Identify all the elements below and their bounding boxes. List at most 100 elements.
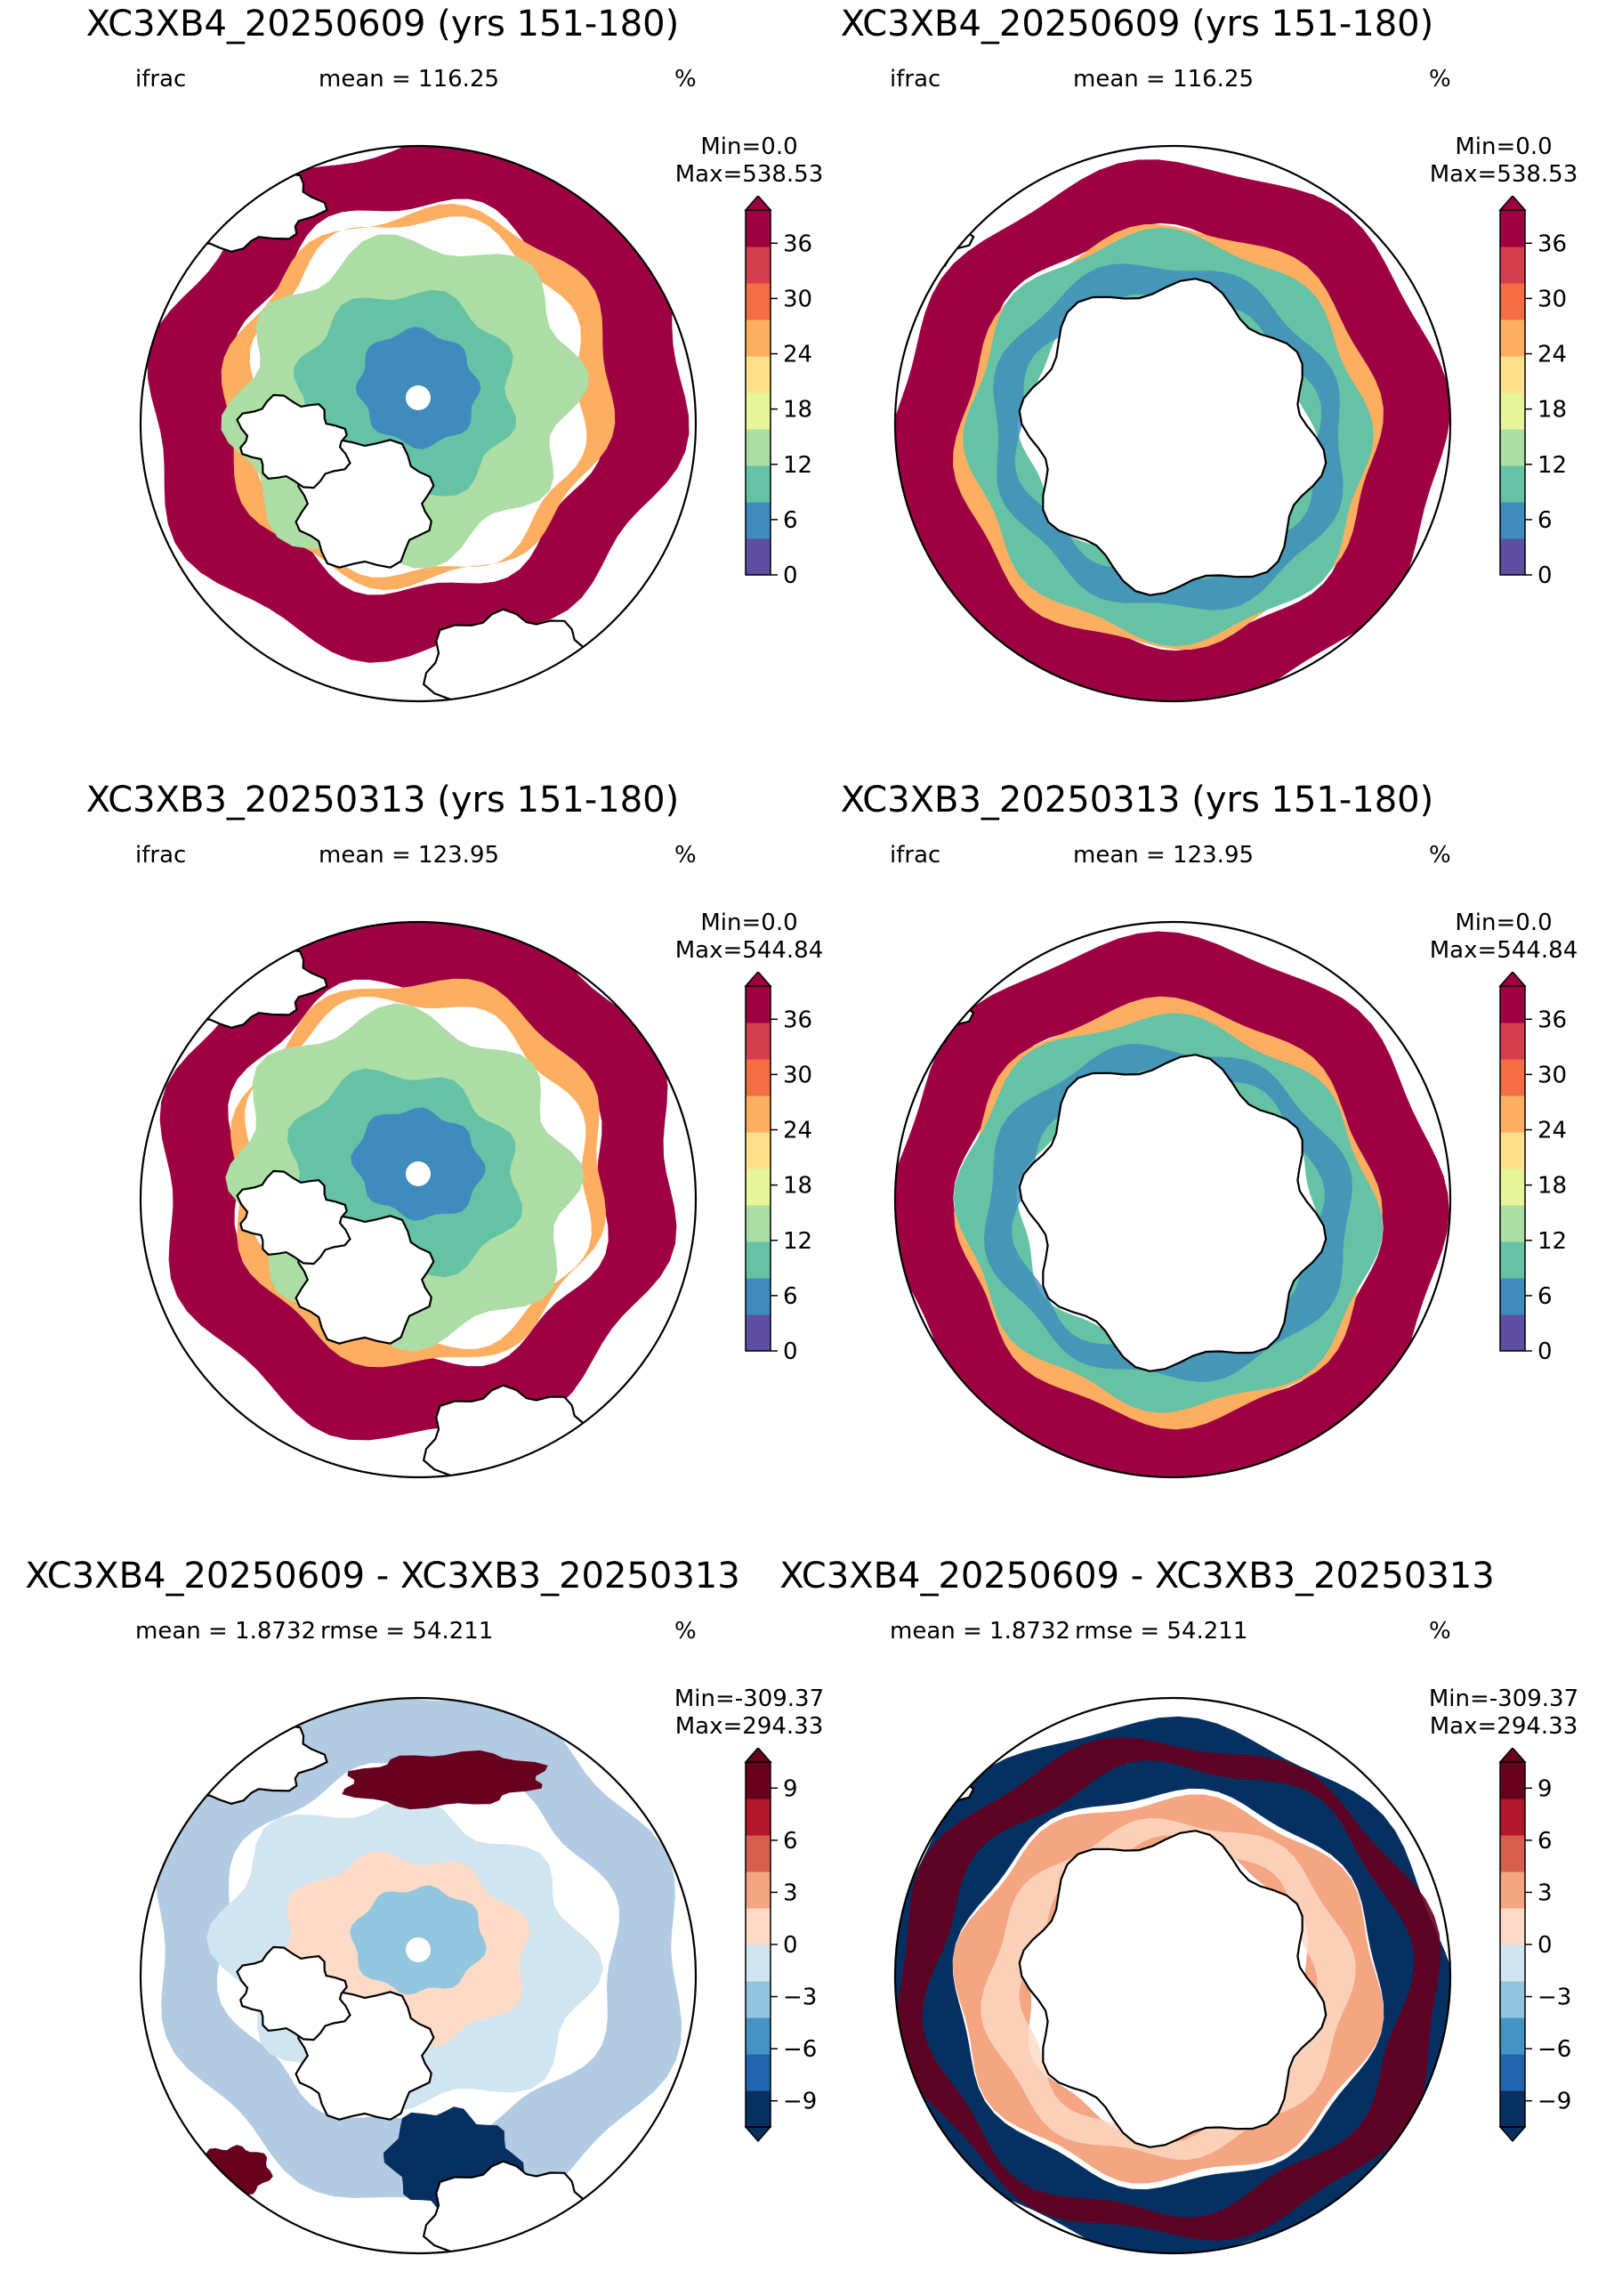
colorbar-tick-label: 0 bbox=[1537, 1932, 1553, 1959]
colorbar-frame bbox=[745, 209, 771, 576]
colorbar-swatch bbox=[1500, 1762, 1525, 1799]
colorbar-swatch bbox=[746, 283, 771, 320]
colorbar: 0 6 12 18 24 30 36 bbox=[744, 972, 812, 1365]
colorbar-tick-label: 3 bbox=[783, 1880, 798, 1906]
colorbar-tick-label: −9 bbox=[1537, 2089, 1571, 2115]
colorbar-swatch bbox=[1500, 1981, 1525, 2018]
colorbar-tick-label: 12 bbox=[1537, 1228, 1567, 1255]
colorbar-tick-label: −9 bbox=[783, 2089, 817, 2115]
colorbar-swatch bbox=[1500, 1799, 1525, 1836]
colorbar-tick-label: −3 bbox=[1537, 1985, 1571, 2011]
min-label: Min=-309.37 bbox=[1428, 1686, 1579, 1712]
colorbar: 0 6 12 18 24 30 36 bbox=[744, 196, 812, 589]
colorbar-swatch bbox=[1500, 1023, 1525, 1060]
colorbar-swatch bbox=[746, 1835, 771, 1872]
colorbar-swatch bbox=[1500, 1132, 1525, 1169]
europe-outline bbox=[422, 1384, 610, 1477]
max-label: Max=544.84 bbox=[674, 937, 824, 964]
colorbar-swatch bbox=[746, 1278, 771, 1315]
colorbar-swatch bbox=[1500, 1278, 1525, 1315]
colorbar-swatch bbox=[1500, 465, 1525, 503]
mean-label: mean = 123.95 bbox=[1073, 842, 1255, 869]
colorbar-extend-max bbox=[1498, 972, 1527, 987]
colorbar-swatch bbox=[746, 1095, 771, 1133]
map-field bbox=[141, 146, 690, 701]
colorbar: 0 6 12 18 24 30 36 bbox=[1498, 972, 1567, 1365]
archipelago-outline bbox=[236, 1945, 351, 2041]
colorbar-tick-label: 0 bbox=[783, 1932, 798, 1959]
min-max-label: Min=0.0 Max=538.53 bbox=[660, 133, 838, 189]
variable-label: ifrac bbox=[890, 66, 941, 93]
map-field bbox=[895, 1716, 1450, 2253]
map-boundary bbox=[893, 144, 1452, 703]
panel-title: XC3XB3_20250313 (yrs 151-180) bbox=[840, 780, 1434, 821]
positive-anomaly bbox=[190, 2145, 273, 2198]
max-label: Max=538.53 bbox=[1429, 161, 1578, 188]
min-label: Min=0.0 bbox=[700, 910, 798, 936]
colorbar-extend-max bbox=[1498, 196, 1527, 211]
panel-title: XC3XB4_20250609 - XC3XB3_20250313 bbox=[779, 1556, 1495, 1597]
map-panel: XC3XB3_20250313 (yrs 151-180) ifrac mean =… bbox=[0, 776, 823, 1506]
polar-map bbox=[139, 920, 698, 1479]
colorbar-tick-label: 18 bbox=[1537, 397, 1567, 424]
colorbar-swatch bbox=[746, 210, 771, 247]
colorbar-tick-label: 3 bbox=[1537, 1880, 1553, 1906]
colorbar: 0 6 12 18 24 30 36 bbox=[1498, 196, 1567, 589]
colorbar-swatch bbox=[1500, 986, 1525, 1023]
colorbar-swatch bbox=[746, 1132, 771, 1169]
mean-label: mean = 116.25 bbox=[1073, 66, 1255, 93]
colorbar-swatch bbox=[1500, 1095, 1525, 1133]
max-label: Max=294.33 bbox=[1429, 1713, 1578, 1740]
colorbar-frame bbox=[745, 985, 771, 1352]
rmse-label: rmse = 54.211 bbox=[320, 1618, 494, 1645]
colorbar-swatch bbox=[746, 1314, 771, 1352]
colorbar-swatch bbox=[746, 1799, 771, 1836]
colorbar-tick-label: 6 bbox=[1537, 1828, 1553, 1855]
south-america-outline bbox=[895, 188, 975, 268]
colorbar-swatch bbox=[1500, 2017, 1525, 2055]
polar-map bbox=[893, 144, 1452, 703]
colorbar-extend-max bbox=[1498, 1748, 1527, 1763]
mean-label: mean = 123.95 bbox=[319, 842, 500, 869]
colorbar-swatch bbox=[746, 1205, 771, 1242]
variable-label: ifrac bbox=[890, 842, 941, 869]
colorbar-swatch bbox=[746, 1241, 771, 1279]
colorbar-swatch bbox=[1500, 2090, 1525, 2128]
colorbar-tick-label: 12 bbox=[1537, 452, 1567, 479]
colorbar-tick-label: 9 bbox=[783, 1775, 798, 1802]
map-field bbox=[141, 922, 677, 1477]
colorbar-swatch bbox=[746, 1168, 771, 1206]
colorbar-tick-label: 30 bbox=[1537, 286, 1567, 312]
colorbar-swatch bbox=[746, 1872, 771, 1909]
map-panel: XC3XB4_20250609 (yrs 151-180) ifrac mean =… bbox=[755, 0, 1578, 730]
polar-map bbox=[893, 920, 1452, 1479]
colorbar-swatch bbox=[1500, 1835, 1525, 1872]
colorbar-swatch bbox=[1500, 210, 1525, 247]
variable-label: ifrac bbox=[135, 66, 187, 93]
pole-hole-marker bbox=[406, 1937, 431, 1962]
min-max-label: Min=-309.37 Max=294.33 bbox=[1415, 1686, 1593, 1741]
colorbar-tick-label: 24 bbox=[1537, 1118, 1567, 1144]
archipelago-outline bbox=[236, 1169, 351, 1265]
min-label: Min=-309.37 bbox=[674, 1686, 825, 1712]
colorbar-swatch bbox=[1500, 429, 1525, 466]
colorbar-tick-label: 0 bbox=[1537, 562, 1553, 589]
colorbar-tick-label: 36 bbox=[1537, 230, 1567, 257]
variable-label: ifrac bbox=[135, 842, 187, 869]
map-panel: XC3XB4_20250609 (yrs 151-180) ifrac mean =… bbox=[0, 0, 823, 730]
colorbar-tick-label: 12 bbox=[783, 1228, 812, 1255]
colorbar-swatch bbox=[746, 392, 771, 430]
archipelago-outline bbox=[236, 393, 351, 489]
colorbar-swatch bbox=[746, 465, 771, 503]
colorbar: −9 −6 −3 0 3 6 9 bbox=[744, 1748, 817, 2143]
unit-label: % bbox=[1429, 1618, 1451, 1645]
land-outlines bbox=[141, 943, 610, 1477]
colorbar-tick-label: 30 bbox=[783, 286, 812, 312]
unit-label: % bbox=[674, 66, 697, 93]
colorbar-swatch bbox=[746, 319, 771, 357]
colorbar: −9 −6 −3 0 3 6 9 bbox=[1498, 1748, 1571, 2143]
colorbar-swatch bbox=[1500, 319, 1525, 357]
marginal-ice-band bbox=[154, 1698, 682, 2211]
colorbar-frame bbox=[1499, 985, 1526, 1352]
colorbar-tick-label: 9 bbox=[1537, 1775, 1553, 1802]
